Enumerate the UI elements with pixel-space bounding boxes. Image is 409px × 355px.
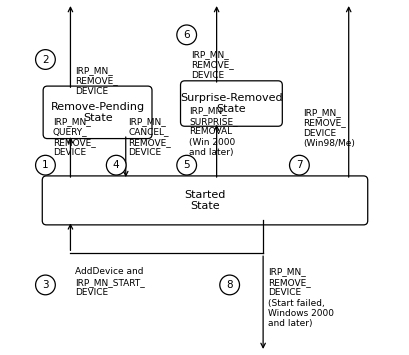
Text: IRP_MN_
REMOVE_
DEVICE
(Win98/Me): IRP_MN_ REMOVE_ DEVICE (Win98/Me) (303, 108, 355, 148)
Text: 5: 5 (183, 160, 189, 170)
Circle shape (106, 155, 126, 175)
Circle shape (289, 155, 308, 175)
Text: 8: 8 (226, 280, 232, 290)
Text: AddDevice and
IRP_MN_START_
DEVICE: AddDevice and IRP_MN_START_ DEVICE (75, 267, 145, 297)
FancyBboxPatch shape (180, 81, 282, 126)
Text: IRP_MN_
CANCEL_
REMOVE_
DEVICE: IRP_MN_ CANCEL_ REMOVE_ DEVICE (128, 117, 171, 157)
FancyBboxPatch shape (42, 176, 367, 225)
Text: Started
State: Started State (184, 190, 225, 211)
Circle shape (176, 25, 196, 45)
Circle shape (36, 50, 55, 69)
Text: IRP_MN_
SURPRISE_
REMOVAL
(Win 2000
and later): IRP_MN_ SURPRISE_ REMOVAL (Win 2000 and … (189, 106, 237, 157)
FancyBboxPatch shape (43, 86, 152, 138)
Text: IRP_MN_
QUERY_
REMOVE_
DEVICE: IRP_MN_ QUERY_ REMOVE_ DEVICE (53, 117, 95, 157)
Text: Remove-Pending
State: Remove-Pending State (50, 102, 144, 123)
Circle shape (36, 155, 55, 175)
Text: 6: 6 (183, 30, 189, 40)
Circle shape (176, 155, 196, 175)
Text: 7: 7 (295, 160, 302, 170)
Text: IRP_MN_
REMOVE_
DEVICE
(Start failed,
Windows 2000
and later): IRP_MN_ REMOVE_ DEVICE (Start failed, Wi… (267, 267, 333, 328)
Circle shape (219, 275, 239, 295)
Text: 2: 2 (42, 55, 49, 65)
Text: 1: 1 (42, 160, 49, 170)
Circle shape (36, 275, 55, 295)
Text: IRP_MN_
REMOVE_
DEVICE: IRP_MN_ REMOVE_ DEVICE (191, 50, 233, 80)
Text: 4: 4 (112, 160, 119, 170)
Text: 3: 3 (42, 280, 49, 290)
Text: IRP_MN_
REMOVE_
DEVICE: IRP_MN_ REMOVE_ DEVICE (74, 66, 117, 95)
Text: Surprise-Removed
State: Surprise-Removed State (180, 93, 282, 114)
